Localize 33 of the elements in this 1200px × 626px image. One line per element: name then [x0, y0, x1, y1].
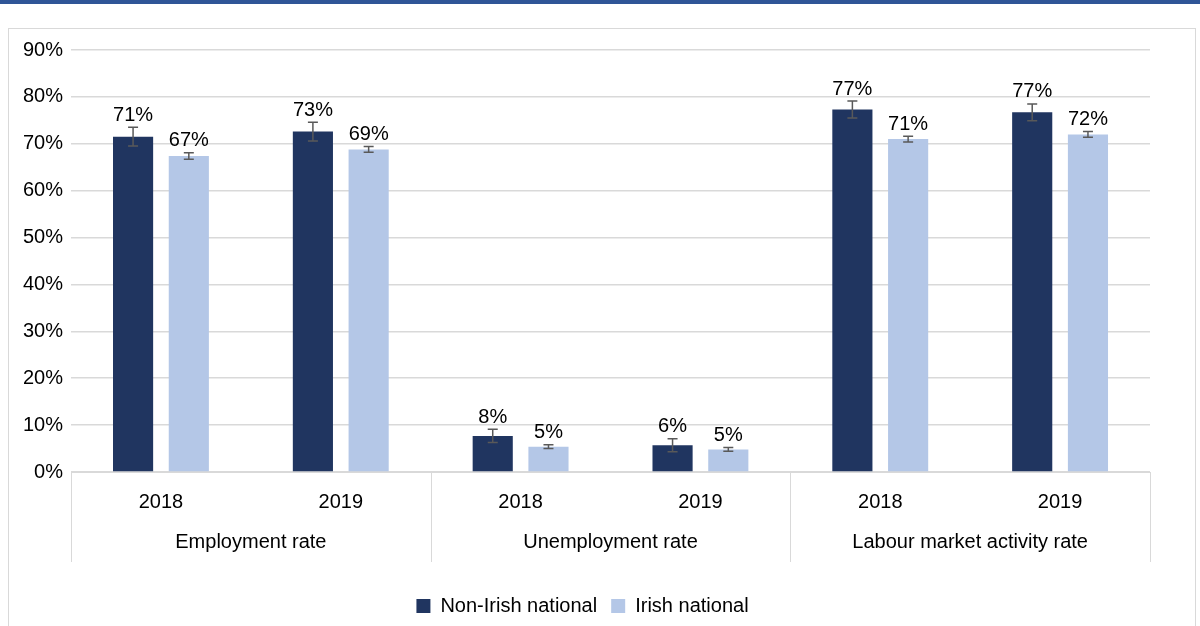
data-label: 67%: [168, 128, 210, 151]
y-tick-label: 60%: [23, 178, 64, 201]
x-tick-label: 2018: [858, 489, 903, 512]
y-tick-label: 0%: [34, 459, 64, 482]
data-label: 73%: [292, 97, 334, 120]
text: Unemployment rate: [523, 529, 698, 552]
y-tick-label: 30%: [23, 318, 64, 341]
data-label: 71%: [888, 111, 929, 134]
y-tick-label: 40%: [23, 271, 64, 294]
data-label: 5%: [534, 420, 564, 443]
data-label: 77%: [832, 76, 873, 99]
data-label: 8%: [478, 404, 508, 427]
y-tick-label: 90%: [23, 37, 64, 60]
legend-label: Non-Irish national: [440, 593, 598, 616]
data-label: 77%: [1012, 79, 1053, 102]
y-tick-label: 10%: [23, 412, 64, 435]
y-tick-label: 80%: [23, 84, 64, 107]
legend-label: Irish national: [635, 593, 749, 616]
x-tick-label: 2018: [138, 489, 184, 512]
x-tick-label: 2018: [498, 489, 543, 512]
data-label: 71%: [113, 102, 154, 125]
x-tick-label: 2019: [318, 489, 364, 512]
y-tick-label: 70%: [23, 131, 64, 154]
x-tick-label: 2019: [1037, 489, 1083, 512]
data-label: 6%: [658, 414, 688, 437]
y-tick-label: 20%: [23, 365, 64, 388]
data-label: 5%: [713, 423, 743, 446]
x-tick-label: 2019: [678, 489, 723, 512]
text: Employment rate: [175, 529, 327, 552]
y-tick-label: 50%: [23, 225, 64, 248]
data-label: 72%: [1067, 107, 1109, 130]
data-label: 69%: [348, 122, 389, 145]
text: Labour market activity rate: [852, 529, 1088, 552]
